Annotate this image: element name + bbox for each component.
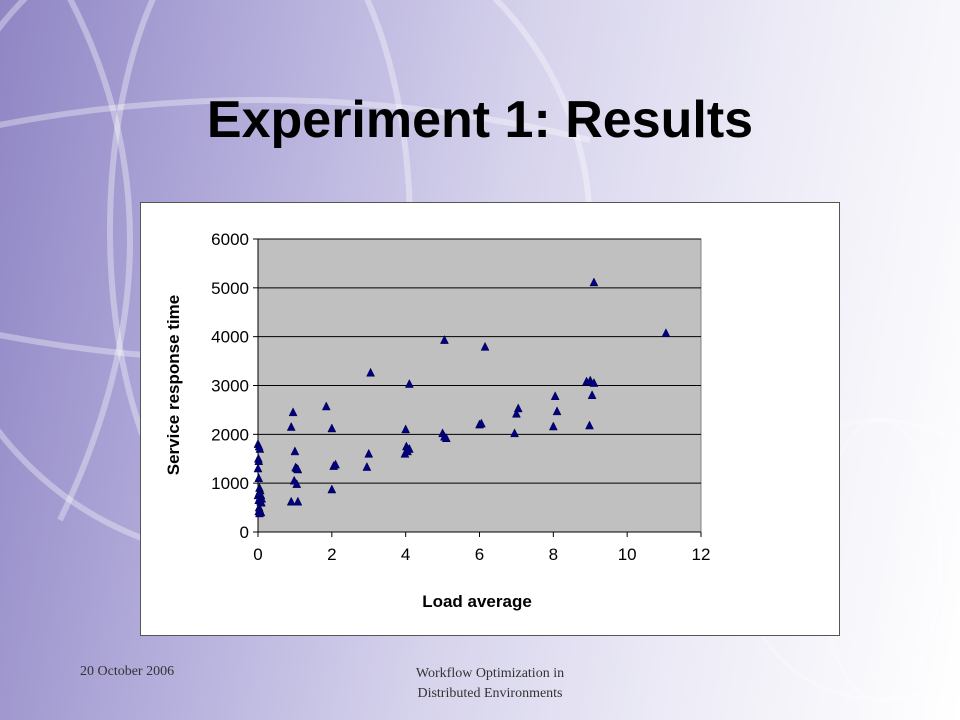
data-point (255, 508, 264, 518)
data-point (293, 464, 303, 474)
data-point (400, 448, 410, 458)
y-tick-label: 1000 (211, 474, 249, 493)
x-tick-label: 2 (327, 545, 336, 564)
data-point (404, 378, 414, 388)
data-point (366, 367, 376, 377)
data-point (552, 406, 562, 416)
data-point (512, 408, 521, 418)
data-point (480, 341, 490, 351)
data-point (331, 459, 340, 469)
x-tick-label: 10 (618, 545, 637, 564)
data-point (327, 423, 337, 433)
data-point (441, 433, 451, 442)
data-point (327, 484, 337, 494)
y-axis-label: Service response time (164, 295, 183, 475)
y-tick-label: 0 (240, 523, 249, 542)
y-tick-label: 4000 (211, 328, 249, 347)
y-tick-label: 3000 (211, 377, 249, 396)
footer-presentation-title: Workflow Optimization in Distributed Env… (380, 664, 600, 704)
scatter-chart: 0 1000 2000 3000 4000 5000 6000 0 2 4 6 8 10 12 Load … (164, 230, 711, 611)
x-axis-label: Load average (422, 592, 532, 611)
data-point (589, 277, 599, 287)
data-point (401, 424, 411, 434)
x-tick-label: 4 (401, 545, 410, 564)
data-point (293, 496, 303, 506)
footer-date: 20 October 2006 (80, 664, 175, 679)
data-point (661, 328, 671, 337)
data-point (362, 461, 372, 471)
x-tick-label: 0 (253, 545, 262, 564)
x-tick-label: 8 (549, 545, 558, 564)
data-point (589, 377, 599, 387)
footer-title-line-1: Workflow Optimization in (415, 666, 565, 681)
data-point (440, 335, 449, 344)
chart-container: 0 1000 2000 3000 4000 5000 6000 0 2 4 6 8 10 12 Load … (140, 202, 840, 636)
data-point (587, 390, 597, 400)
y-tick-label: 5000 (211, 279, 249, 298)
data-point (510, 428, 519, 438)
y-tick-label: 2000 (211, 425, 249, 444)
data-point (476, 418, 486, 428)
data-point (290, 446, 300, 456)
x-tick-label: 6 (475, 545, 484, 564)
data-point (550, 391, 560, 400)
data-point (321, 401, 331, 411)
y-tick-label: 6000 (211, 230, 249, 249)
slide-title: Experiment 1: Results (206, 91, 754, 149)
data-point (288, 407, 298, 417)
data-point (548, 421, 558, 431)
data-point (286, 421, 296, 431)
data-point (585, 420, 594, 430)
x-tick-label: 12 (692, 545, 711, 564)
data-point (254, 473, 264, 483)
data-point (254, 456, 264, 465)
data-point (292, 479, 302, 488)
data-point (255, 443, 265, 453)
data-point (364, 448, 374, 458)
footer-title-line-2: Distributed Environments (417, 686, 563, 701)
data-point (253, 463, 263, 473)
data-point (286, 496, 296, 506)
